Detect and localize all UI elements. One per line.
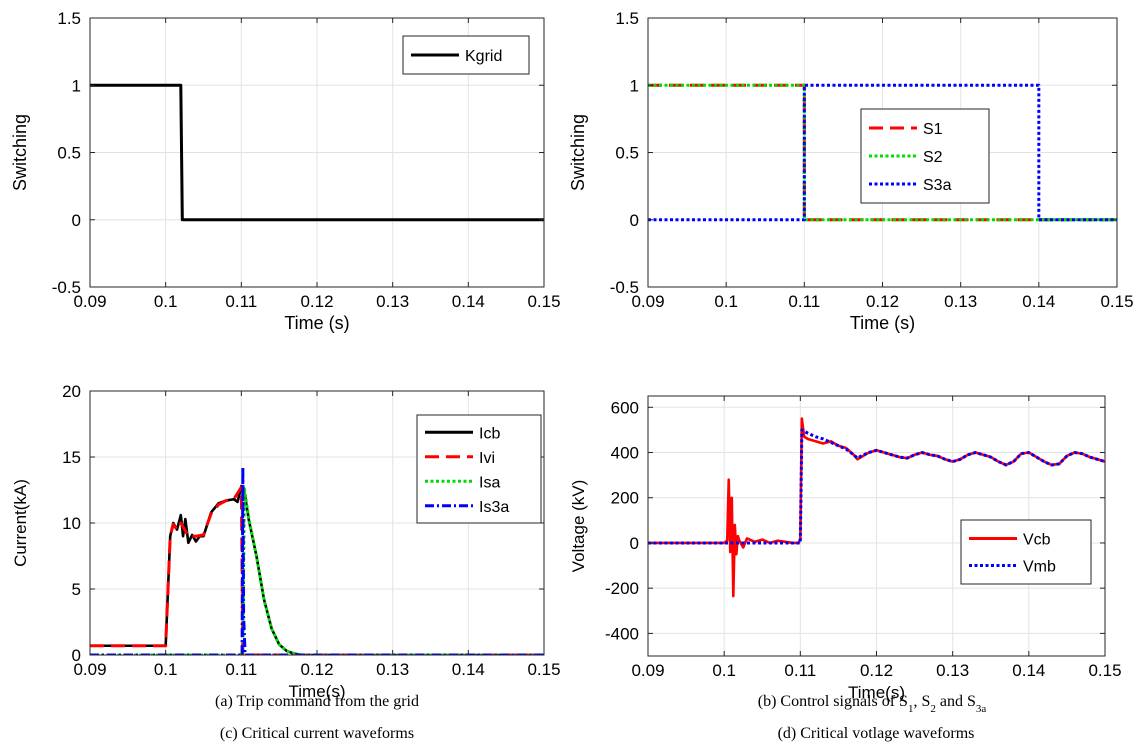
x-axis-label: Time(s) xyxy=(289,682,346,701)
x-axis-label: Time (s) xyxy=(850,313,915,333)
legend-label-icb: Icb xyxy=(479,425,500,442)
y-tick-label: 0 xyxy=(630,211,639,230)
legend: Icb Ivi Isa Is3a xyxy=(416,414,542,524)
series-line-isa xyxy=(90,487,544,655)
x-tick-label: 0.11 xyxy=(788,292,820,311)
legend-box xyxy=(960,519,1092,585)
x-tick-label: 0.12 xyxy=(866,292,899,311)
x-tick-label: 0.14 xyxy=(452,660,485,679)
x-tick-label: 0.1 xyxy=(154,660,178,679)
series-line-s3a xyxy=(648,83,1117,222)
y-tick-label: 1 xyxy=(72,76,81,95)
chart-panel-4: 0.09 0.1 0.11 0.12 0.13 0.14 0.15 -400 -200 0 200 4… xyxy=(569,395,1122,702)
legend-label-is3a: Is3a xyxy=(479,499,509,516)
legend: S1 S2 S3a xyxy=(860,108,990,204)
caption-a: (a) Trip command from the grid xyxy=(215,693,419,710)
legend-label-kgrid: Kgrid xyxy=(465,48,502,65)
y-tick-label: 20 xyxy=(62,382,81,401)
y-axis-label: Current(kA) xyxy=(11,479,30,567)
x-tick-label: 0.09 xyxy=(631,292,664,311)
caption-c: (c) Critical current waveforms xyxy=(220,725,414,742)
y-tick-label: -0.5 xyxy=(610,278,639,297)
series-line-kgrid xyxy=(90,83,544,222)
x-tick-label: 0.12 xyxy=(300,292,333,311)
x-axis-label: Time (s) xyxy=(284,313,349,333)
y-tick-label: 0 xyxy=(72,211,81,230)
legend: Vcb Vmb xyxy=(960,519,1092,585)
x-tick-label: 0.12 xyxy=(860,661,893,680)
x-tick-label: 0.14 xyxy=(1012,661,1045,680)
x-tick-label: 0.13 xyxy=(944,292,977,311)
legend-label-s1: S1 xyxy=(923,121,943,138)
x-tick-label: 0.1 xyxy=(714,292,738,311)
legend: Kgrid xyxy=(402,35,530,75)
y-axis-label: Switching xyxy=(10,114,30,191)
y-tick-label: 0.5 xyxy=(615,144,639,163)
x-tick-label: 0.14 xyxy=(1022,292,1055,311)
x-tick-label: 0.13 xyxy=(936,661,969,680)
legend-label-vcb: Vcb xyxy=(1023,532,1051,549)
x-tick-label: 0.13 xyxy=(376,660,409,679)
legend-label-s2: S2 xyxy=(923,149,943,166)
x-tick-label: 0.14 xyxy=(452,292,485,311)
y-axis-label: Voltage (kV) xyxy=(569,480,588,573)
series-group xyxy=(90,466,544,655)
caption-d: (d) Critical votlage waveforms xyxy=(778,725,975,742)
legend-label-ivi: Ivi xyxy=(479,450,495,467)
y-tick-label: 200 xyxy=(611,489,639,508)
y-tick-label: 0 xyxy=(630,534,639,553)
y-tick-label: 1 xyxy=(630,76,639,95)
chart-panel-3: 0.09 0.1 0.11 0.12 0.13 0.14 0.15 0 5 10 15 20 Time(… xyxy=(11,382,561,701)
y-tick-label: 5 xyxy=(72,580,81,599)
y-tick-label: 0 xyxy=(72,646,81,665)
series-line-ivi xyxy=(90,485,544,655)
y-tick-label: 10 xyxy=(62,514,81,533)
y-tick-label: -200 xyxy=(605,579,639,598)
chart-panel-2: 0.09 0.1 0.11 0.12 0.13 0.14 0.15 -0.5 0 0.5 1 1.5 T… xyxy=(568,9,1134,333)
legend-label-isa: Isa xyxy=(479,474,500,491)
y-tick-label: 15 xyxy=(62,448,81,467)
x-tick-label: 0.1 xyxy=(154,292,178,311)
x-tick-label: 0.15 xyxy=(527,292,560,311)
caption-b: (b) Control signals of S1, S2 and S3a xyxy=(758,693,987,715)
series-line-vmb xyxy=(648,428,1105,545)
y-axis-label: Switching xyxy=(568,114,588,191)
series-line-is3a xyxy=(90,466,544,655)
x-tick-label: 0.15 xyxy=(1088,661,1121,680)
x-tick-label: 0.11 xyxy=(225,660,257,679)
x-tick-label: 0.1 xyxy=(712,661,736,680)
x-tick-label: 0.09 xyxy=(631,661,664,680)
x-tick-label: 0.15 xyxy=(527,660,560,679)
series-group xyxy=(90,83,544,222)
x-tick-label: 0.15 xyxy=(1100,292,1133,311)
y-tick-label: -400 xyxy=(605,624,639,643)
series-group xyxy=(648,417,1105,598)
legend-label-vmb: Vmb xyxy=(1023,559,1056,576)
legend-label-s3a: S3a xyxy=(923,177,952,194)
x-tick-label: 0.09 xyxy=(73,660,106,679)
y-tick-label: 0.5 xyxy=(57,144,81,163)
x-axis-label: Time(s) xyxy=(848,683,905,702)
x-tick-label: 0.13 xyxy=(376,292,409,311)
x-tick-label: 0.12 xyxy=(300,660,333,679)
x-tick-label: 0.11 xyxy=(784,661,816,680)
series-line-s2 xyxy=(648,83,1117,222)
y-tick-label: 400 xyxy=(611,444,639,463)
y-tick-label: -0.5 xyxy=(52,278,81,297)
x-tick-label: 0.09 xyxy=(73,292,106,311)
series-group xyxy=(648,83,1117,222)
x-tick-label: 0.11 xyxy=(225,292,257,311)
y-tick-label: 600 xyxy=(611,398,639,417)
y-tick-label: 1.5 xyxy=(57,9,81,28)
chart-panel-1: 0.09 0.1 0.11 0.12 0.13 0.14 0.15 -0.5 0 0.5 1 1.5 T… xyxy=(10,9,561,333)
y-tick-label: 1.5 xyxy=(615,9,639,28)
